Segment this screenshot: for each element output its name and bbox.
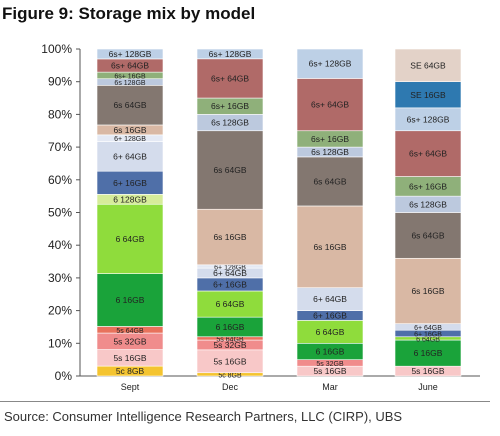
bar-segment [96,85,164,126]
segment-label: SE 16GB [410,90,446,100]
bar-segment [394,81,462,109]
segment-label: 5s 16GB [113,353,146,363]
y-tick-label: 60% [48,173,72,187]
segment-label: 6s 64GB [313,176,346,186]
segment-label: 6s+ 16GB [114,73,146,80]
y-tick-label: 70% [48,140,72,154]
bar-segment [296,48,364,79]
segment-label: 6s+ 16GB [409,181,447,191]
segment-label: 5s 32GB [113,336,146,346]
y-tick-label: 10% [48,336,72,350]
bar-segment [196,130,264,210]
segment-label: 6 16GB [414,348,443,358]
segment-label: 6s+ 64GB [409,149,447,159]
segment-label: 5s 64GB [216,336,244,343]
bar-segment [96,141,164,172]
segment-label: 6s+ 64GB [311,100,349,110]
segment-label: SE 64GB [410,60,446,70]
segment-label: 6 16GB [216,322,245,332]
segment-label: 6+ 64GB [113,151,147,161]
segment-label: 5s 16GB [313,366,346,376]
bar-segment [96,203,164,274]
segment-label: 5s 64GB [116,328,144,335]
divider-line [0,401,490,402]
source-note: Source: Consumer Intelligence Research P… [4,409,403,424]
segment-label: 6 16GB [116,295,145,305]
y-tick-label: 0% [55,369,73,383]
bar-segment [96,273,164,327]
segment-label: 6 64GB [116,234,145,244]
segment-label: 5s 32GB [213,340,246,350]
bar-segment [296,205,364,289]
y-tick-label: 50% [48,206,72,220]
bar-segment [196,48,264,60]
segment-label: 6+ 64GB [414,325,442,332]
chart-title: Figure 9: Storage mix by model [2,4,256,23]
segment-label: 5s 16GB [411,366,444,376]
bar-segment [394,130,462,177]
segment-label: 6+ 16GB [213,279,247,289]
segment-label: 5c 8GB [116,366,145,376]
segment-label: 6s+ 16GB [211,101,249,111]
segment-label: 6s 64GB [113,100,146,110]
y-tick-label: 40% [48,238,72,252]
segment-label: 6 128GB [113,194,147,204]
x-tick-label: Mar [322,382,338,392]
x-tick-label: Sept [121,382,140,392]
segment-label: 6+ 16GB [113,178,147,188]
segment-label: 6 64GB [216,299,245,309]
segment-label: 5c 8GB [218,372,242,379]
segment-label: 6 16GB [316,346,345,356]
segment-label: 6s+ 128GB [109,49,152,59]
segment-label: 6s+ 16GB [311,134,349,144]
x-tick-label: June [418,382,438,392]
segment-label: 6s 16GB [313,242,346,252]
segment-label: 6s 64GB [213,165,246,175]
segment-label: 6s 16GB [113,125,146,135]
segment-label: 6s+ 128GB [209,49,252,59]
y-tick-label: 20% [48,304,72,318]
segment-label: 6s 16GB [213,232,246,242]
segment-label: 6 64GB [416,336,440,343]
segment-label: 6+ 64GB [213,268,247,278]
y-tick-label: 100% [41,42,72,56]
segment-label: 6s 128GB [114,80,145,87]
bar-segment [196,58,264,99]
segment-label: 5s 32GB [316,361,344,368]
y-tick-label: 80% [48,107,72,121]
segment-label: 6+ 16GB [313,311,347,321]
segment-label: 5s 16GB [213,356,246,366]
segment-label: 6 64GB [316,327,345,337]
segment-label: 6s+ 64GB [211,73,249,83]
segment-label: 6s+ 128GB [309,59,352,69]
segment-label: 6s+ 128GB [407,114,450,124]
bar-segment [394,212,462,259]
bar-segment [394,48,462,83]
bar-segment [394,257,462,324]
y-tick-label: 30% [48,271,72,285]
segment-label: 6s 128GB [211,118,249,128]
segment-label: 6+ 128GB [114,136,146,143]
bar-segment [296,78,364,132]
segment-label: 6s 64GB [411,230,444,240]
bar-segment [296,156,364,207]
segment-label: 6s 128GB [311,147,349,157]
segment-label: 6+ 128GB [214,264,246,271]
segment-label: 6s 128GB [409,199,447,209]
segment-label: 6+ 64GB [313,294,347,304]
segment-label: 6+ 16GB [414,331,442,338]
bar-segment [96,48,164,60]
segment-label: 6s+ 64GB [111,61,149,71]
stacked-bar-chart: 0% 10% 20% 30% 40% 50% 60% 70% 80% 90% 100% 5c 8GB 5… [41,42,480,392]
segment-label: 6s 16GB [411,286,444,296]
y-tick-label: 90% [48,75,72,89]
x-tick-label: Dec [222,382,239,392]
